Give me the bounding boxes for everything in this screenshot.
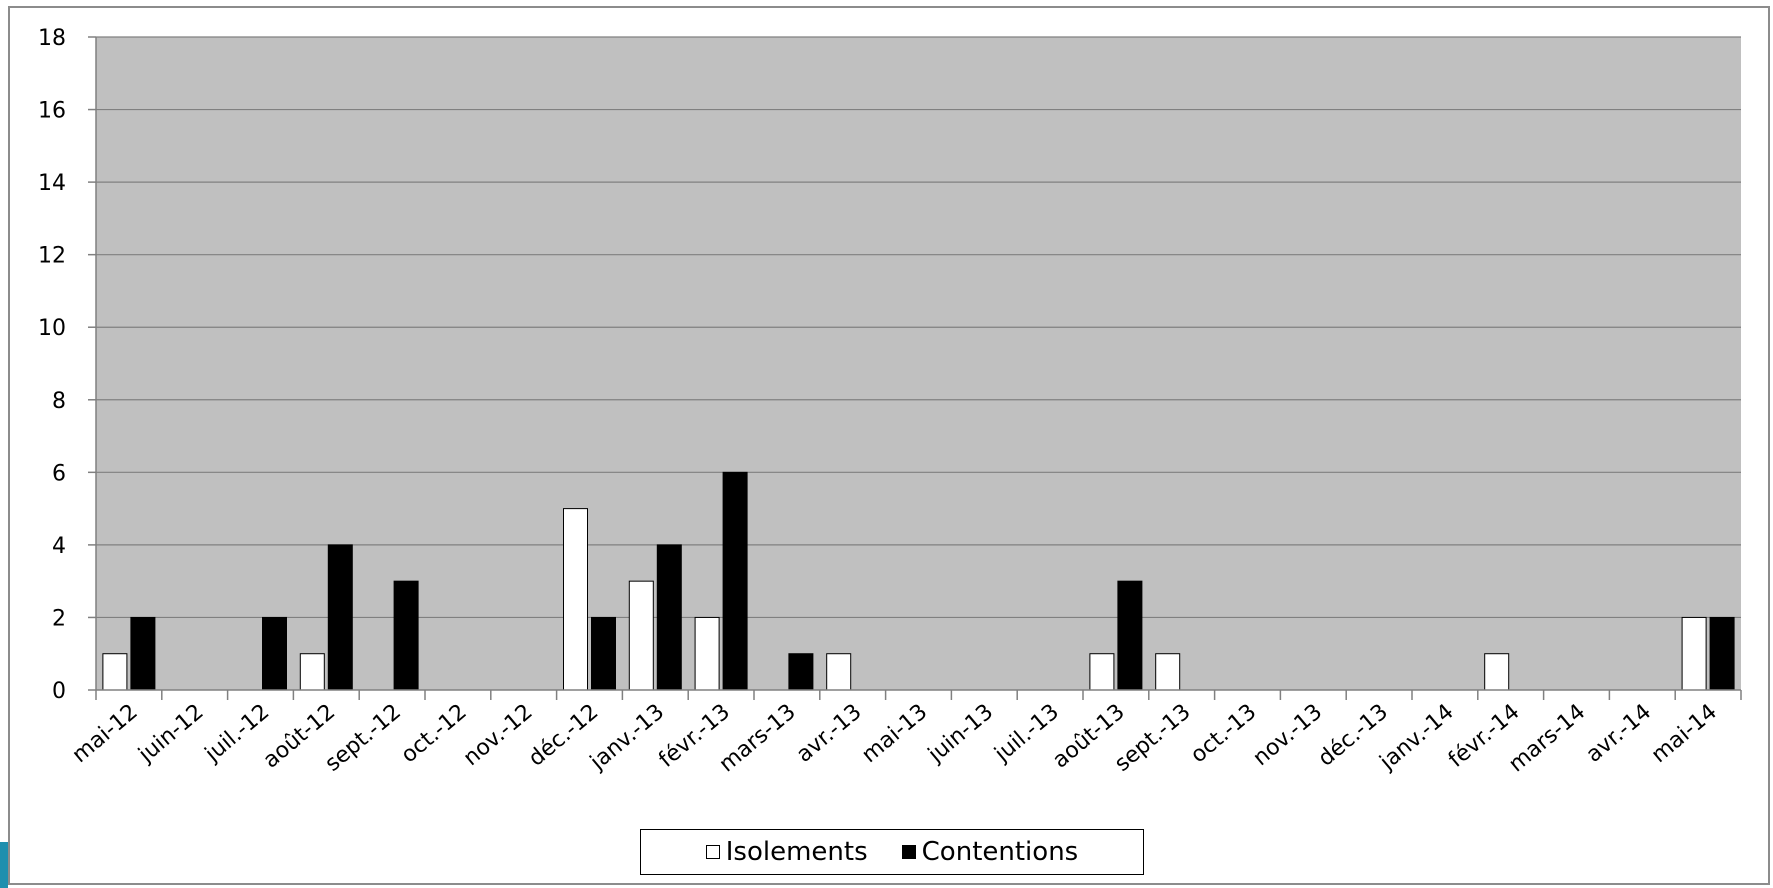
plot-area	[96, 37, 1741, 690]
bar-contentions-10	[788, 653, 814, 691]
bar-isolements-0	[102, 653, 128, 691]
bar-isolements-21	[1484, 653, 1510, 691]
y-tick-label: 6	[52, 461, 66, 486]
y-tick-label: 12	[38, 244, 66, 269]
x-tick-label: avr.-14	[1582, 699, 1657, 767]
x-axis-ticks: mai-12juin-12juil.-12août-12sept.-12oct.…	[68, 699, 1722, 777]
x-tick-label: juin-13	[923, 699, 998, 768]
x-tick-label: janv.-13	[585, 699, 669, 775]
x-tick-label: janv.-14	[1375, 699, 1459, 775]
legend-label-isolements: Isolements	[725, 837, 868, 867]
bar-contentions-0	[130, 616, 156, 691]
y-axis-ticks: 0 2 4 6 8 10 12 14 16 18	[38, 26, 66, 704]
x-tick-label: nov.-13	[1249, 699, 1328, 771]
bars	[102, 471, 1735, 691]
legend-swatch-contentions	[901, 845, 916, 859]
bar-isolements-8	[628, 580, 654, 691]
corner-decoration	[0, 842, 8, 888]
bar-contentions-8	[656, 544, 682, 691]
y-tick-label: 16	[38, 99, 66, 124]
y-tick-label: 0	[52, 679, 66, 704]
bar-isolements-11	[826, 653, 852, 691]
y-tick-label: 4	[52, 534, 66, 559]
x-tick-label: mai-13	[857, 699, 932, 768]
bar-isolements-16	[1155, 653, 1181, 691]
bar-isolements-15	[1089, 653, 1115, 691]
bar-contentions-7	[591, 616, 616, 691]
bar-contentions-9	[722, 471, 748, 691]
x-tick-label: mai-12	[68, 699, 143, 768]
axes	[88, 36, 1742, 700]
legend-swatch-isolements	[705, 845, 720, 859]
bar-contentions-4	[393, 580, 419, 691]
y-tick-label: 18	[38, 26, 66, 51]
bar-contentions-15	[1117, 580, 1143, 691]
bar-isolements-9	[694, 616, 720, 691]
bar-isolements-7	[563, 508, 588, 691]
x-tick-label: mai-14	[1647, 699, 1722, 768]
bar-contentions-2	[262, 616, 287, 691]
x-tick-label: avr.-13	[792, 699, 867, 767]
legend: Isolements Contentions	[640, 829, 1144, 875]
x-tick-label: juin-12	[133, 699, 208, 768]
legend-item-contentions: Contentions	[901, 837, 1079, 867]
gridlines	[96, 36, 1741, 619]
x-tick-label: oct.-13	[1186, 699, 1261, 768]
bar-isolements-24	[1681, 616, 1707, 691]
y-tick-label: 8	[52, 389, 66, 414]
bar-contentions-24	[1709, 616, 1735, 691]
y-tick-label: 2	[52, 606, 66, 631]
x-tick-label: oct.-12	[397, 699, 472, 768]
plot-background	[96, 37, 1741, 690]
y-tick-label: 10	[38, 316, 66, 341]
legend-label-contentions: Contentions	[921, 837, 1079, 867]
bar-isolements-3	[299, 653, 325, 691]
legend-item-isolements: Isolements	[705, 837, 868, 867]
y-tick-label: 14	[38, 171, 66, 196]
bar-contentions-3	[327, 544, 353, 691]
x-tick-label: nov.-12	[459, 699, 538, 771]
